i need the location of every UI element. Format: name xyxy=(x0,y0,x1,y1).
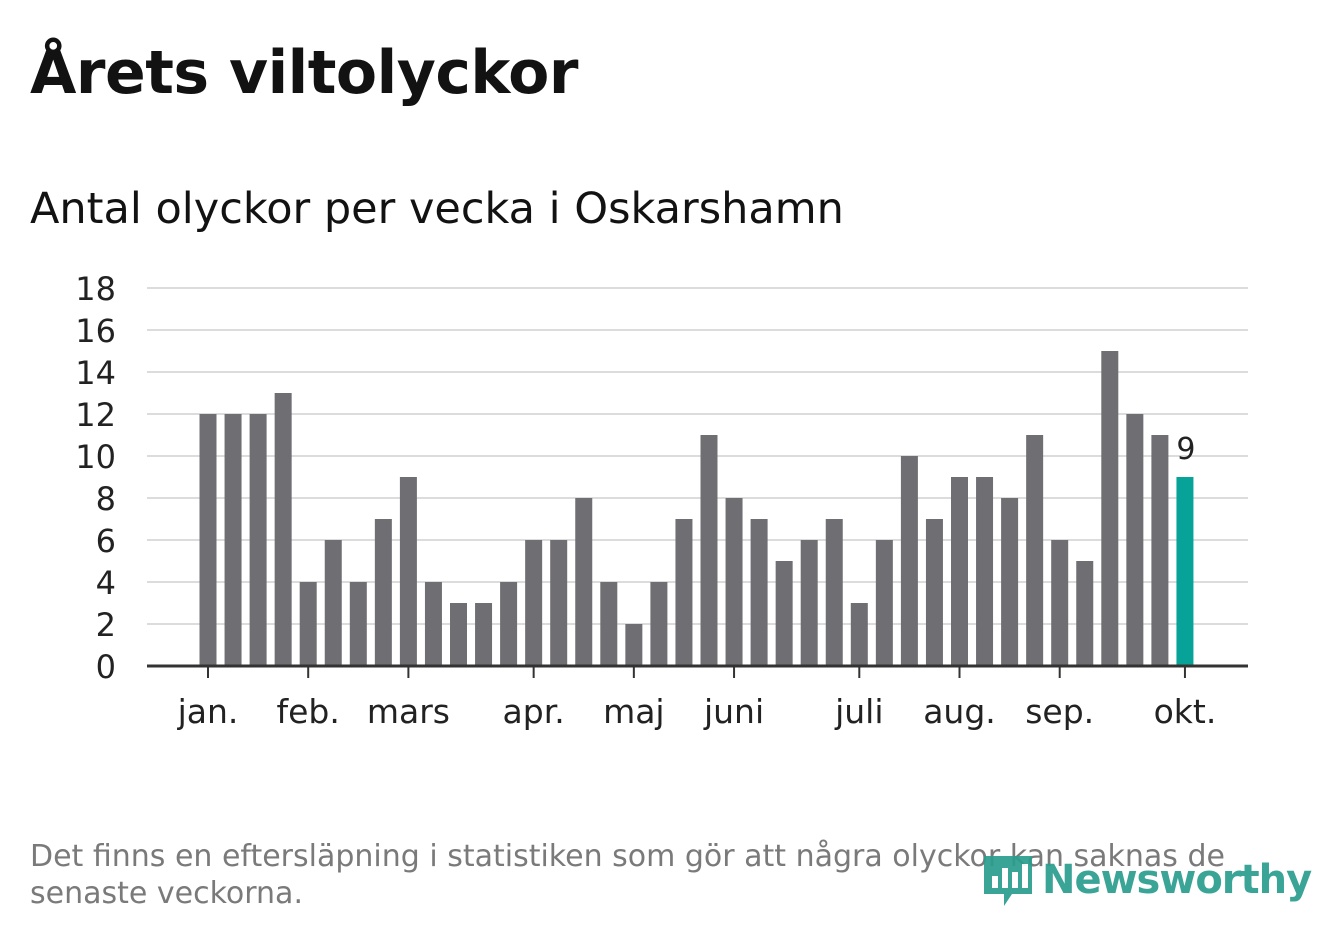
bar xyxy=(424,582,442,666)
chart-subtitle: Antal olyckor per vecka i Oskarshamn xyxy=(30,184,844,234)
bar xyxy=(575,498,593,666)
bar xyxy=(1101,351,1119,666)
bar xyxy=(1126,414,1144,666)
bar xyxy=(775,561,793,666)
bar xyxy=(700,435,718,666)
bar xyxy=(349,582,367,666)
x-tick-label: okt. xyxy=(1154,692,1217,731)
bar xyxy=(600,582,618,666)
x-tick-label: sep. xyxy=(1025,692,1094,731)
bar xyxy=(525,540,543,666)
bar xyxy=(625,624,643,666)
bar xyxy=(500,582,518,666)
bar xyxy=(274,393,292,666)
bar xyxy=(675,519,693,666)
y-tick-label: 4 xyxy=(96,564,116,602)
bar xyxy=(1051,540,1069,666)
x-tick-label: maj xyxy=(603,692,665,731)
bar xyxy=(1026,435,1044,666)
bar-highlight xyxy=(1176,477,1194,666)
bar xyxy=(224,414,242,666)
chart-title: Årets viltolyckor xyxy=(30,38,579,108)
bar xyxy=(875,540,893,666)
bar xyxy=(725,498,743,666)
bar xyxy=(374,519,392,666)
bar xyxy=(800,540,818,666)
bar xyxy=(475,603,493,666)
y-tick-label: 18 xyxy=(75,270,116,308)
bar xyxy=(399,477,417,666)
x-tick-label: jan. xyxy=(177,692,239,731)
bar xyxy=(249,414,267,666)
bar xyxy=(1076,561,1094,666)
x-tick-label: apr. xyxy=(503,692,565,731)
y-tick-label: 8 xyxy=(96,480,116,518)
bar xyxy=(750,519,768,666)
bar xyxy=(1001,498,1019,666)
bar-chart: 0 2 4 6 8 10 12 14 16 18 9 jan. feb. mars apr. maj juni j… xyxy=(75,270,1248,731)
y-tick-label: 10 xyxy=(75,438,116,476)
newsworthy-logo-text: Newsworthy xyxy=(1042,857,1312,903)
bar xyxy=(324,540,342,666)
x-tick-label: juli xyxy=(834,692,883,731)
y-tick-label: 0 xyxy=(96,648,116,686)
bar xyxy=(650,582,668,666)
newsworthy-logo: Newsworthy xyxy=(980,848,1312,912)
x-tick-label: juni xyxy=(703,692,764,731)
y-tick-label: 16 xyxy=(75,312,116,350)
bar xyxy=(925,519,943,666)
bar xyxy=(850,603,868,666)
bar xyxy=(976,477,994,666)
y-tick-label: 14 xyxy=(75,354,116,392)
data-label: 9 xyxy=(1176,432,1195,467)
bar xyxy=(550,540,568,666)
y-tick-label: 6 xyxy=(96,522,116,560)
bar xyxy=(199,414,217,666)
x-tick-label: aug. xyxy=(923,692,996,731)
x-tick-label: feb. xyxy=(277,692,340,731)
bar xyxy=(825,519,843,666)
bar xyxy=(951,477,968,666)
bar xyxy=(900,456,918,666)
newsworthy-logo-icon xyxy=(984,856,1032,906)
bar xyxy=(450,603,467,666)
bar xyxy=(299,582,317,666)
y-tick-label: 2 xyxy=(96,606,116,644)
x-tick-label: mars xyxy=(367,692,450,731)
y-tick-label: 12 xyxy=(75,396,116,434)
bar xyxy=(1151,435,1169,666)
